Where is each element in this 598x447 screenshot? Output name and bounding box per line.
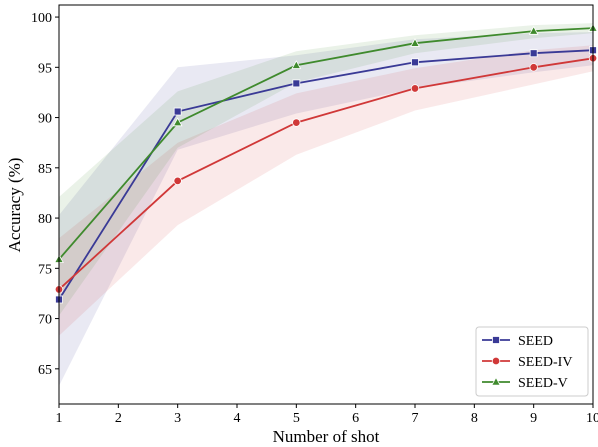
legend-label-seed-v: SEED-V (518, 376, 568, 391)
x-tick-label: 1 (56, 411, 63, 426)
y-tick-label: 75 (38, 262, 52, 277)
x-tick-label: 5 (293, 411, 300, 426)
x-tick-label: 4 (234, 411, 241, 426)
y-tick-label: 80 (38, 212, 52, 227)
y-tick-label: 100 (31, 11, 52, 26)
x-tick-label: 10 (586, 411, 598, 426)
legend-marker-seed-iv (492, 357, 500, 365)
legend-label-seed-iv: SEED-IV (518, 355, 572, 370)
y-tick-label: 90 (38, 112, 52, 127)
point-seed-9 (530, 50, 537, 57)
x-tick-label: 9 (530, 411, 537, 426)
y-axis-title: Accuracy (%) (5, 158, 24, 253)
point-seed-iv-7 (411, 85, 419, 93)
legend-marker-seed (493, 337, 500, 344)
point-seed-3 (174, 108, 181, 115)
y-axis-ticks: 65 70 75 80 85 90 95 100 (31, 11, 59, 378)
x-tick-label: 6 (352, 411, 359, 426)
point-seed-7 (412, 59, 419, 66)
y-tick-label: 65 (38, 363, 52, 378)
y-tick-label: 95 (38, 61, 52, 76)
x-tick-label: 2 (115, 411, 122, 426)
y-tick-label: 70 (38, 313, 52, 328)
point-seed-iv-5 (293, 119, 301, 127)
point-seed-iv-3 (174, 177, 182, 185)
point-seed-iv-9 (530, 64, 538, 72)
x-tick-label: 3 (174, 411, 181, 426)
legend: SEED SEED-IV SEED-V (476, 327, 588, 396)
x-tick-label: 8 (471, 411, 478, 426)
y-tick-label: 85 (38, 162, 52, 177)
x-tick-label: 7 (412, 411, 419, 426)
point-seed-5 (293, 80, 300, 87)
legend-label-seed: SEED (518, 334, 553, 349)
x-axis-ticks: 1 2 3 4 5 6 7 8 9 10 (56, 404, 598, 426)
x-axis-title: Number of shot (273, 427, 380, 446)
